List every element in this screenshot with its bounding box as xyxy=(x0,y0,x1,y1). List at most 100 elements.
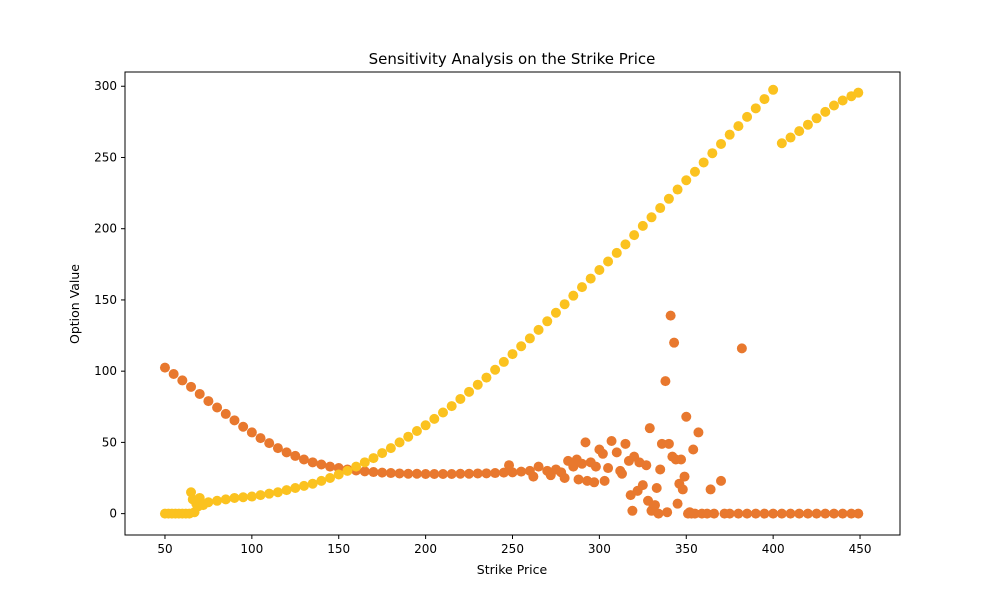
data-point xyxy=(498,356,509,367)
data-point xyxy=(837,95,848,106)
data-point xyxy=(429,469,440,480)
data-point xyxy=(220,494,231,505)
data-point xyxy=(676,454,687,465)
data-point xyxy=(307,457,318,468)
data-point xyxy=(498,467,509,478)
data-point xyxy=(709,508,720,519)
data-point xyxy=(724,508,735,519)
data-point xyxy=(679,471,690,482)
data-point xyxy=(229,415,240,426)
data-point xyxy=(724,129,735,140)
data-point xyxy=(437,469,448,480)
data-point xyxy=(820,508,831,519)
data-point xyxy=(759,508,770,519)
data-point xyxy=(177,375,188,386)
data-point xyxy=(846,508,857,519)
data-point xyxy=(298,454,309,465)
x-tick-label: 300 xyxy=(588,542,611,556)
plot-area xyxy=(159,84,864,519)
x-tick-label: 50 xyxy=(157,542,172,556)
data-point xyxy=(702,508,713,519)
y-tick-label: 100 xyxy=(94,364,117,378)
x-axis-label: Strike Price xyxy=(477,562,548,577)
data-point xyxy=(672,498,683,509)
data-point xyxy=(606,435,617,446)
data-point xyxy=(580,437,591,448)
data-point xyxy=(620,239,631,250)
data-point xyxy=(707,148,718,159)
data-point xyxy=(736,343,747,354)
data-point xyxy=(194,388,205,399)
x-tick-label: 400 xyxy=(762,542,785,556)
data-point xyxy=(490,364,501,375)
data-point xyxy=(455,393,466,404)
data-point xyxy=(651,482,662,493)
data-point xyxy=(507,467,518,478)
data-point xyxy=(464,468,475,479)
x-tick-label: 450 xyxy=(849,542,872,556)
data-point xyxy=(820,106,831,117)
data-point xyxy=(616,468,627,479)
data-point xyxy=(828,508,839,519)
data-point xyxy=(681,175,692,186)
data-point xyxy=(203,396,214,407)
data-point xyxy=(705,484,716,495)
data-point xyxy=(325,473,336,484)
y-tick-label: 200 xyxy=(94,222,117,236)
data-point xyxy=(411,468,422,479)
data-point xyxy=(403,468,414,479)
data-point xyxy=(597,448,608,459)
data-point xyxy=(585,273,596,284)
data-point xyxy=(577,282,588,293)
data-point xyxy=(516,341,527,352)
x-axis-ticks: 50 100 150 200 250 300 350 400 450 xyxy=(157,535,871,556)
data-point xyxy=(186,381,197,392)
data-point xyxy=(394,437,405,448)
data-point xyxy=(290,482,301,493)
data-point xyxy=(681,411,692,422)
data-point xyxy=(620,438,631,449)
data-point xyxy=(603,256,614,267)
data-point xyxy=(385,443,396,454)
data-point xyxy=(307,478,318,489)
data-point xyxy=(655,203,666,214)
data-point xyxy=(264,438,275,449)
data-point xyxy=(733,508,744,519)
data-point xyxy=(663,438,674,449)
data-point xyxy=(325,461,336,472)
data-point xyxy=(693,427,704,438)
data-point xyxy=(446,401,457,412)
data-point xyxy=(733,121,744,132)
data-point xyxy=(255,433,266,444)
data-point xyxy=(656,438,667,449)
y-axis-label: Option Value xyxy=(67,264,82,344)
data-point xyxy=(351,461,362,472)
data-point xyxy=(742,111,753,122)
data-point xyxy=(629,230,640,241)
data-point xyxy=(590,461,601,472)
data-point xyxy=(333,469,344,480)
data-point xyxy=(776,138,787,149)
data-point xyxy=(568,290,579,301)
data-point xyxy=(559,299,570,310)
data-point xyxy=(377,467,388,478)
y-tick-label: 150 xyxy=(94,293,117,307)
data-point xyxy=(368,453,379,464)
data-point xyxy=(768,508,779,519)
data-point xyxy=(742,508,753,519)
data-point xyxy=(281,485,292,496)
data-point xyxy=(203,497,214,508)
data-point xyxy=(264,488,275,499)
data-point xyxy=(573,474,584,485)
data-point xyxy=(594,265,605,276)
data-point xyxy=(385,468,396,479)
data-point xyxy=(637,480,648,491)
data-point xyxy=(660,376,671,387)
data-point xyxy=(637,220,648,231)
data-point xyxy=(420,469,431,480)
data-point xyxy=(455,468,466,479)
x-tick-label: 100 xyxy=(240,542,263,556)
data-point xyxy=(368,467,379,478)
y-tick-label: 300 xyxy=(94,79,117,93)
